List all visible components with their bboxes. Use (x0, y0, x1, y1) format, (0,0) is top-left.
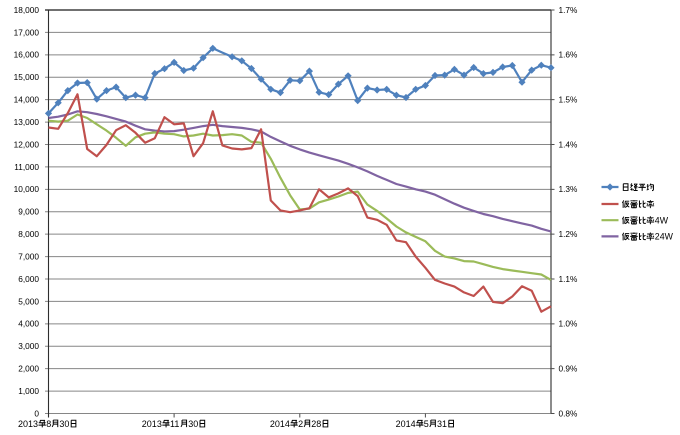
svg-text:3,000: 3,000 (18, 341, 39, 351)
svg-text:11,000: 11,000 (14, 162, 39, 172)
svg-text:12,000: 12,000 (14, 139, 40, 149)
svg-text:13,000: 13,000 (14, 117, 40, 127)
svg-text:2013: 2013 (18, 419, 38, 429)
svg-text:30: 30 (59, 419, 69, 429)
svg-text:2: 2 (298, 419, 303, 429)
svg-text:9,000: 9,000 (18, 207, 39, 217)
svg-text:1.3%: 1.3% (559, 184, 579, 194)
svg-text:2014: 2014 (270, 419, 290, 429)
svg-text:5,000: 5,000 (18, 296, 39, 306)
svg-text:1.7%: 1.7% (559, 5, 579, 15)
svg-text:4,000: 4,000 (18, 319, 39, 329)
svg-text:1.0%: 1.0% (559, 319, 579, 329)
svg-text:28: 28 (311, 419, 321, 429)
svg-text:1.6%: 1.6% (559, 50, 579, 60)
svg-text:2014: 2014 (396, 419, 416, 429)
svg-text:8,000: 8,000 (18, 229, 39, 239)
svg-text:6,000: 6,000 (18, 274, 39, 284)
svg-text:2,000: 2,000 (18, 364, 39, 374)
svg-text:31: 31 (437, 419, 447, 429)
svg-text:18,000: 18,000 (14, 5, 40, 15)
svg-text:0.9%: 0.9% (559, 364, 579, 374)
svg-text:16,000: 16,000 (14, 50, 40, 60)
svg-text:10,000: 10,000 (14, 184, 40, 194)
svg-text:4W: 4W (655, 215, 669, 225)
svg-text:7,000: 7,000 (18, 252, 39, 262)
svg-text:0: 0 (34, 408, 39, 418)
svg-text:1.5%: 1.5% (559, 95, 579, 105)
svg-text:1.4%: 1.4% (559, 139, 579, 149)
svg-text:24W: 24W (655, 232, 674, 242)
svg-text:1.2%: 1.2% (559, 229, 579, 239)
svg-text:1.1%: 1.1% (559, 274, 579, 284)
svg-text:30: 30 (188, 419, 198, 429)
svg-text:0.8%: 0.8% (559, 408, 579, 418)
svg-text:8: 8 (46, 419, 51, 429)
svg-text:5: 5 (424, 419, 429, 429)
svg-text:1,000: 1,000 (18, 386, 39, 396)
svg-text:14,000: 14,000 (14, 95, 40, 105)
svg-text:11: 11 (170, 419, 179, 429)
svg-text:15,000: 15,000 (14, 72, 40, 82)
svg-text:17,000: 17,000 (14, 27, 40, 37)
svg-text:2013: 2013 (142, 419, 162, 429)
